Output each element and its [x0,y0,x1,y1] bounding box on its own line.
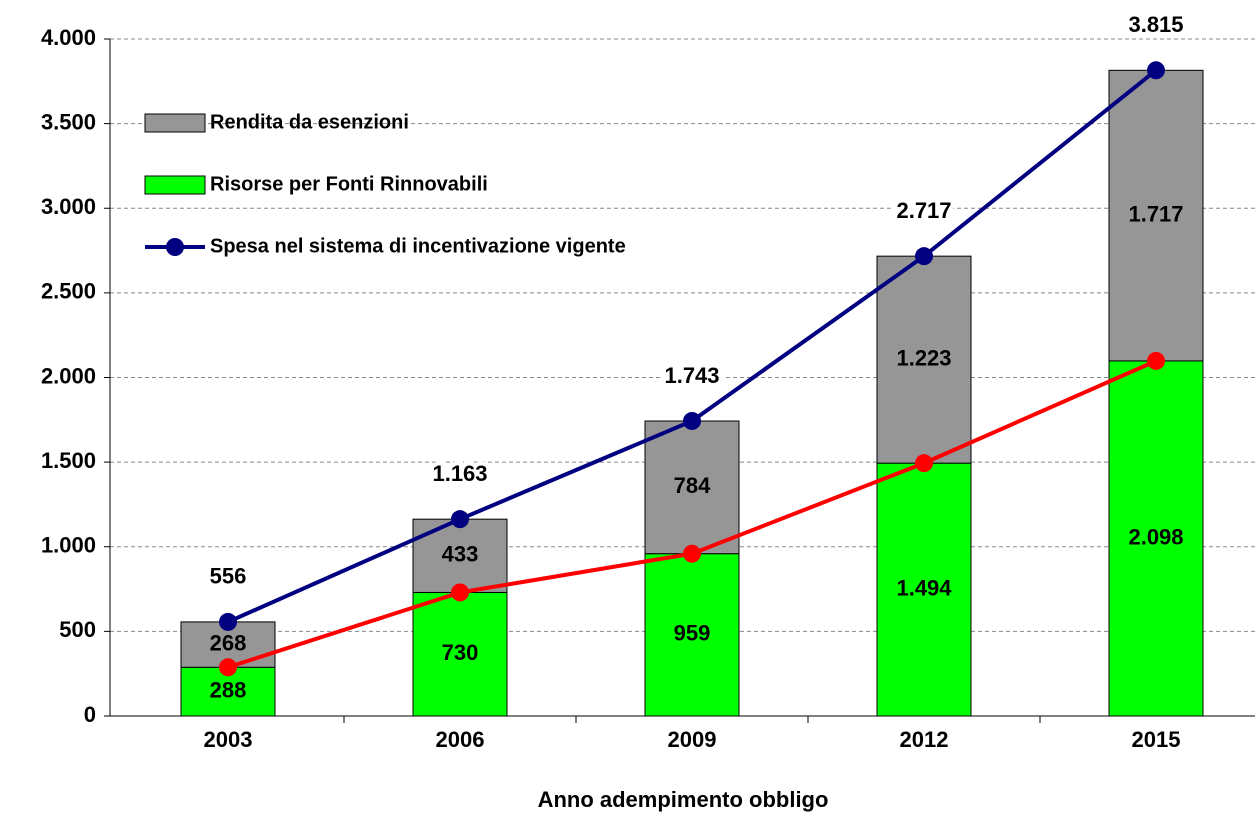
line-marker [683,411,701,430]
line-marker [219,612,237,631]
legend-label: Rendita da esenzioni [210,111,409,133]
y-tick-label: 1.500 [41,448,96,473]
legend-swatch [144,113,206,133]
y-tick-label: 3.000 [41,194,96,219]
legend-swatch [144,175,206,195]
data-label: 1.717 [1128,201,1183,226]
x-tick-label: 2012 [900,727,949,752]
x-tick-label: 2015 [1132,727,1181,752]
data-label: 3.815 [1128,12,1183,37]
line-marker [1147,351,1165,370]
line-marker [683,544,701,563]
line-marker [451,510,469,529]
line-marker [1147,61,1165,80]
data-label: 1.163 [432,461,487,486]
data-label: 784 [674,473,711,498]
bar [876,255,972,464]
y-tick-label: 2.000 [41,363,96,388]
bar [1108,69,1204,362]
data-label: 2.098 [1128,524,1183,549]
x-tick-label: 2006 [436,727,485,752]
y-tick-label: 1.000 [41,533,96,558]
data-label: 1.743 [664,363,719,388]
data-label: 959 [674,621,711,646]
y-tick-label: 3.500 [41,109,96,134]
bar [644,553,740,717]
x-tick-label: 2003 [204,727,253,752]
bar [644,420,740,555]
data-label: 288 [210,677,247,702]
y-tick-label: 500 [59,617,96,642]
legend-label: Risorse per Fonti Rinnovabili [210,173,488,195]
data-label: 433 [442,542,479,567]
bar [1108,360,1204,717]
line-marker [915,247,933,266]
legend-swatch [166,238,184,256]
data-label: 2.717 [896,198,951,223]
line-marker [451,583,469,602]
data-label: 556 [210,564,247,589]
data-label: 1.494 [896,575,952,600]
data-label: 268 [210,630,247,655]
data-label: 730 [442,640,479,665]
line-marker [915,454,933,473]
line-marker [219,658,237,677]
legend-label: Spesa nel sistema di incentivazione vige… [210,235,626,257]
x-tick-label: 2009 [668,727,717,752]
y-tick-label: 0 [84,702,96,727]
bar [412,591,508,717]
data-label: 1.223 [896,345,951,370]
x-axis-title: Anno adempimento obbligo [538,787,829,812]
y-tick-label: 4.000 [41,25,96,50]
bar [876,462,972,717]
y-tick-label: 2.500 [41,279,96,304]
